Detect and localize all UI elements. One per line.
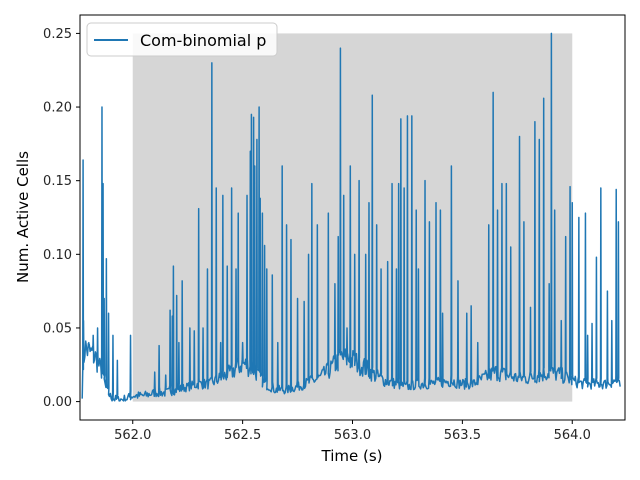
y-tick-label: 0.00 bbox=[43, 395, 72, 410]
x-tick-label: 563.0 bbox=[334, 428, 371, 443]
x-axis-label: Time (s) bbox=[321, 447, 383, 465]
y-tick-label: 0.10 bbox=[43, 248, 72, 263]
shaded-interval bbox=[132, 33, 573, 402]
x-tick-label: 562.0 bbox=[114, 428, 151, 443]
series-line-com-binomial-p bbox=[81, 32, 621, 402]
y-axis-label: Num. Active Cells bbox=[14, 151, 32, 283]
y-tick-label: 0.15 bbox=[43, 174, 72, 189]
x-axis-ticks: 562.0 562.5 563.0 563.5 564.0 bbox=[114, 420, 591, 443]
y-tick-label: 0.25 bbox=[43, 27, 72, 42]
legend-label-com-binomial-p: Com-binomial p bbox=[140, 31, 266, 50]
x-tick-label: 563.5 bbox=[444, 428, 481, 443]
series-layer bbox=[81, 32, 621, 402]
y-axis-ticks: 0.00 0.05 0.10 0.15 0.20 0.25 bbox=[43, 27, 80, 410]
x-tick-label: 562.5 bbox=[224, 428, 261, 443]
legend: Com-binomial p bbox=[86, 22, 278, 57]
y-tick-label: 0.20 bbox=[43, 101, 72, 116]
x-tick-label: 564.0 bbox=[554, 428, 591, 443]
shaded-region-layer bbox=[132, 33, 573, 402]
y-tick-label: 0.05 bbox=[43, 321, 72, 336]
legend-box bbox=[86, 22, 278, 57]
